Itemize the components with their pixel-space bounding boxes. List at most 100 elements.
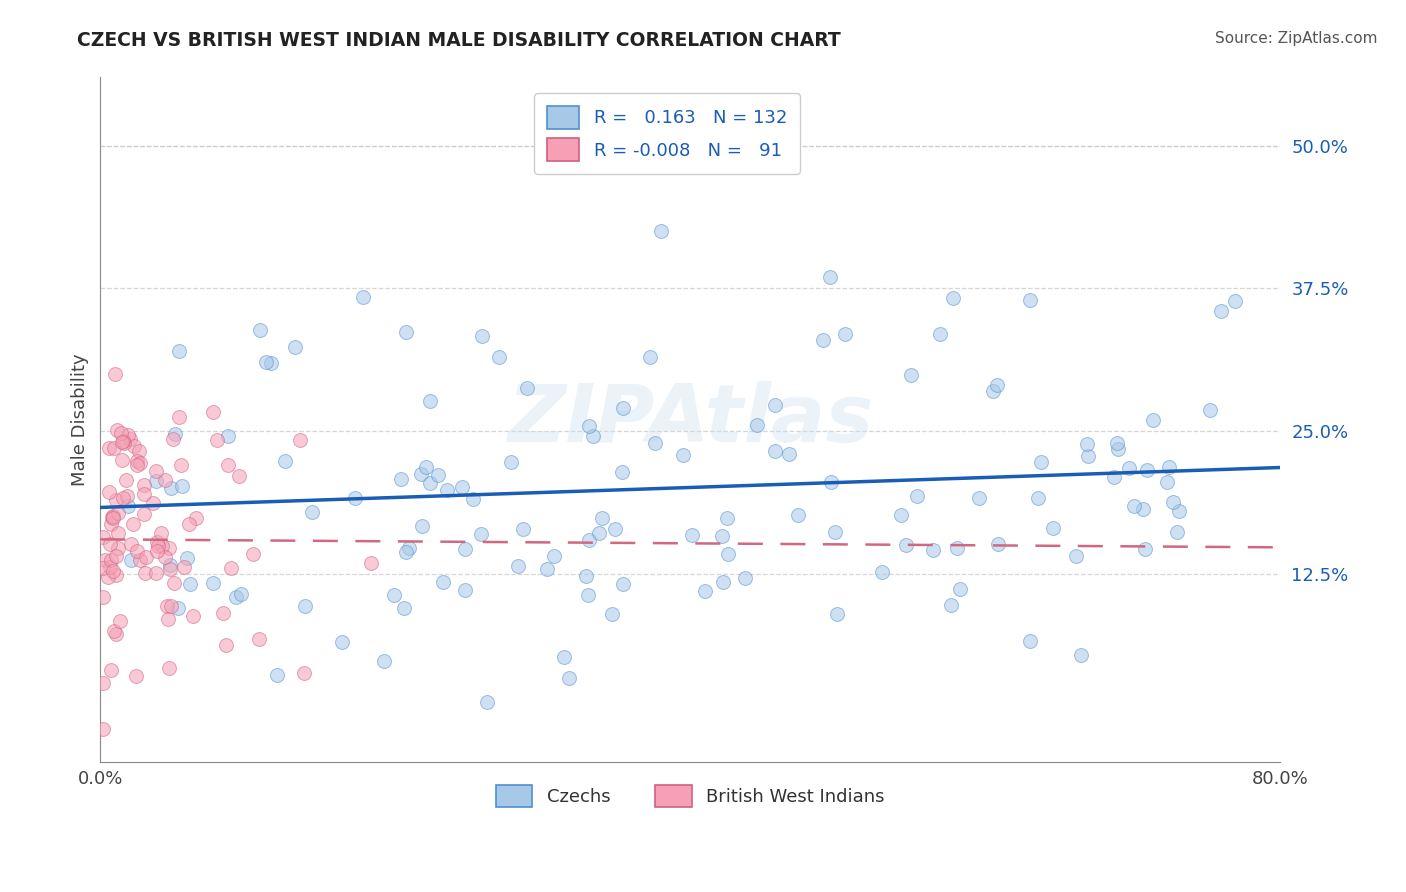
Point: [242, 547, 264, 561]
Point: [765, 397, 787, 411]
Point: [169, 343, 191, 358]
Point: [389, 472, 412, 486]
Point: [132, 487, 155, 501]
Point: [146, 540, 169, 554]
Point: [260, 355, 283, 369]
Point: [98, 485, 121, 500]
Point: [146, 543, 169, 558]
Point: [170, 458, 193, 472]
Point: [890, 508, 912, 523]
Point: [217, 429, 239, 443]
Point: [105, 423, 128, 437]
Point: [142, 496, 165, 510]
Point: [163, 426, 186, 441]
Point: [870, 565, 893, 579]
Point: [217, 458, 239, 472]
Point: [811, 333, 834, 347]
Text: ZIPAtlas: ZIPAtlas: [508, 381, 873, 458]
Point: [734, 571, 756, 585]
Point: [266, 668, 288, 682]
Point: [104, 549, 127, 564]
Point: [201, 575, 224, 590]
Point: [1064, 549, 1087, 563]
Point: [159, 558, 181, 573]
Legend: Czechs, British West Indians: Czechs, British West Indians: [489, 778, 891, 814]
Point: [91, 675, 114, 690]
Point: [395, 545, 418, 559]
Point: [225, 591, 247, 605]
Point: [603, 522, 626, 536]
Point: [128, 553, 150, 567]
Point: [432, 574, 454, 589]
Point: [1076, 437, 1098, 451]
Point: [1102, 470, 1125, 484]
Point: [716, 510, 738, 524]
Point: [145, 534, 167, 549]
Point: [107, 526, 129, 541]
Text: Source: ZipAtlas.com: Source: ZipAtlas.com: [1215, 31, 1378, 46]
Point: [454, 542, 477, 557]
Point: [512, 522, 534, 536]
Point: [946, 541, 969, 555]
Point: [1136, 463, 1159, 477]
Point: [145, 566, 167, 581]
Point: [101, 511, 124, 525]
Point: [159, 562, 181, 576]
Point: [159, 541, 181, 555]
Point: [711, 575, 734, 590]
Point: [120, 553, 142, 567]
Point: [152, 539, 174, 553]
Point: [987, 537, 1010, 551]
Point: [1167, 504, 1189, 518]
Point: [162, 432, 184, 446]
Point: [97, 570, 120, 584]
Point: [373, 654, 395, 668]
Point: [1019, 634, 1042, 648]
Point: [824, 525, 846, 540]
Point: [127, 544, 149, 558]
Point: [229, 586, 252, 600]
Point: [536, 562, 558, 576]
Point: [290, 434, 312, 448]
Point: [179, 577, 201, 591]
Point: [612, 401, 634, 415]
Point: [419, 476, 441, 491]
Point: [125, 669, 148, 683]
Point: [177, 517, 200, 532]
Point: [941, 291, 963, 305]
Point: [1132, 501, 1154, 516]
Point: [153, 550, 176, 565]
Point: [145, 464, 167, 478]
Point: [157, 661, 180, 675]
Point: [1018, 293, 1040, 307]
Point: [247, 632, 270, 646]
Point: [1026, 491, 1049, 505]
Point: [100, 559, 122, 574]
Point: [98, 441, 121, 455]
Point: [681, 528, 703, 542]
Point: [986, 377, 1008, 392]
Point: [578, 533, 600, 547]
Point: [411, 467, 433, 481]
Point: [117, 428, 139, 442]
Point: [176, 550, 198, 565]
Point: [969, 491, 991, 506]
Point: [169, 410, 191, 425]
Point: [330, 635, 353, 649]
Point: [160, 599, 183, 613]
Point: [1157, 460, 1180, 475]
Point: [894, 538, 917, 552]
Point: [576, 588, 599, 602]
Point: [212, 606, 235, 620]
Point: [834, 327, 856, 342]
Point: [1070, 648, 1092, 662]
Point: [411, 519, 433, 533]
Point: [120, 433, 142, 447]
Point: [107, 506, 129, 520]
Point: [294, 599, 316, 613]
Point: [921, 543, 943, 558]
Point: [506, 558, 529, 573]
Point: [929, 327, 952, 342]
Point: [470, 526, 492, 541]
Point: [157, 612, 180, 626]
